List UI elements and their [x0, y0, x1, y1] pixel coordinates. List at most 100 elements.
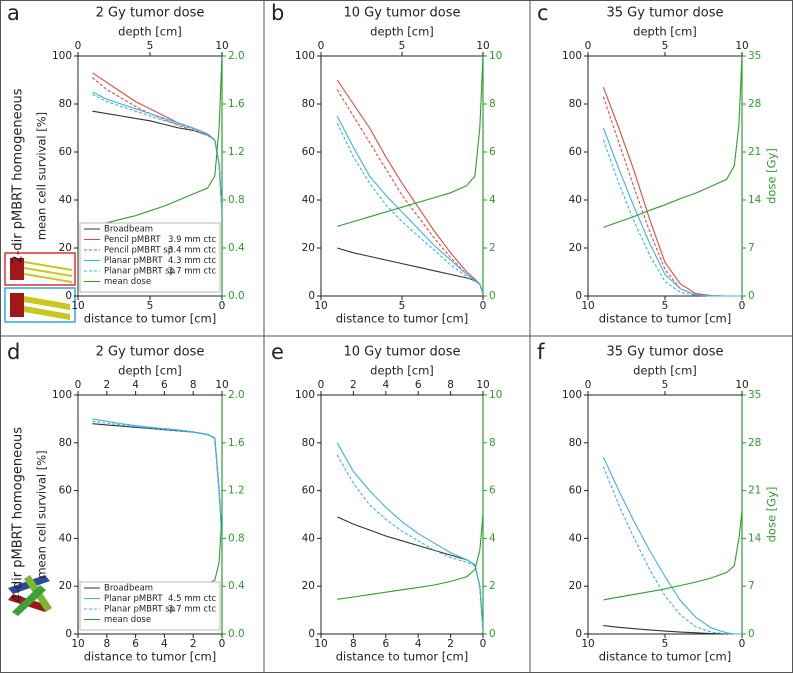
x-tick-label: 6	[132, 638, 139, 650]
y2-tick-label: 0.0	[228, 290, 245, 302]
y2-tick-label: 28	[748, 437, 761, 449]
x-tick-label: 5	[399, 300, 406, 312]
y-tick-label: 100	[295, 50, 315, 62]
x-tick-label: 2	[190, 638, 197, 650]
y-tick-label: 60	[302, 485, 315, 497]
legend-spacing: 3.7 mm ctc	[168, 267, 216, 277]
axes	[587, 55, 742, 297]
series-line	[603, 625, 742, 635]
y-tick-label: 20	[569, 580, 582, 592]
x2-tick-label: 0	[75, 379, 82, 391]
series-line	[603, 55, 743, 228]
y-tick-label: 0	[65, 290, 72, 302]
series-line	[336, 115, 484, 294]
y-tick-label: 40	[59, 532, 72, 544]
y-tick-label: 40	[569, 532, 582, 544]
y-tick-label: 60	[569, 485, 582, 497]
axes	[320, 55, 483, 297]
x-axis-label: distance to tumor [cm]	[599, 650, 732, 664]
legend-label: Planar pMBRT sp	[104, 267, 175, 277]
x2-axis-label: depth [cm]	[370, 364, 434, 378]
y-tick-label: 20	[59, 580, 72, 592]
panel-title: 10 Gy tumor dose	[344, 6, 461, 21]
y2-tick-label: 14	[748, 194, 762, 206]
y2-tick-label: 0.8	[228, 532, 245, 544]
x2-tick-label: 8	[447, 379, 454, 391]
y-tick-label: 100	[562, 389, 582, 401]
y-tick-label: 100	[52, 50, 72, 62]
x2-tick-label: 2	[350, 379, 357, 391]
y2-tick-label: 0.0	[228, 628, 245, 640]
y-tick-label: 100	[52, 389, 72, 401]
y2-tick-label: 0	[489, 290, 496, 302]
axes	[77, 394, 222, 635]
y2-tick-label: 1.6	[228, 437, 245, 449]
x-tick-label: 0	[219, 300, 226, 312]
x2-axis-label: depth [cm]	[118, 25, 182, 39]
x2-tick-label: 6	[161, 379, 168, 391]
y-tick-label: 100	[562, 50, 582, 62]
y2-tick-label: 0	[489, 628, 496, 640]
y2-tick-label: 35	[748, 389, 761, 401]
legend-label: mean dose	[104, 277, 151, 287]
panel-letter: c	[537, 1, 549, 25]
x2-tick-label: 10	[476, 379, 489, 391]
y2-tick-label: 1.2	[228, 485, 245, 497]
x-tick-label: 5	[147, 300, 154, 312]
x-tick-label: 10	[581, 638, 594, 650]
axes	[320, 394, 483, 635]
panel-title: 2 Gy tumor dose	[96, 345, 205, 360]
x-tick-label: 4	[415, 638, 422, 650]
x-tick-label: 0	[739, 300, 746, 312]
x2-tick-label: 10	[215, 40, 228, 52]
x2-tick-label: 8	[190, 379, 197, 391]
x-axis-label: distance to tumor [cm]	[599, 312, 732, 326]
series-line	[336, 89, 484, 294]
y-tick-label: 60	[302, 146, 315, 158]
series-line	[337, 514, 484, 600]
x-axis-label: distance to tumor [cm]	[336, 312, 469, 326]
y2-tick-label: 2.0	[228, 389, 245, 401]
legend-spacing: 3.9 mm ctc	[168, 235, 216, 245]
x-tick-label: 10	[71, 638, 84, 650]
y2-tick-label: 2.0	[228, 50, 245, 62]
legend-spacing: 3.7 mm ctc	[168, 605, 216, 615]
legend-label: Planar pMBRT sp	[104, 605, 175, 615]
y2-axis-label: dose [Gy]	[765, 487, 779, 543]
y2-tick-label: 35	[748, 50, 761, 62]
y2-tick-label: 0.4	[228, 242, 245, 254]
x-tick-label: 10	[71, 300, 84, 312]
y-tick-label: 40	[59, 194, 72, 206]
row-label: 2-dir pMBRT homogeneous	[11, 88, 26, 263]
y-tick-label: 20	[569, 242, 582, 254]
panel-title: 35 Gy tumor dose	[607, 345, 724, 360]
x2-tick-label: 0	[585, 379, 592, 391]
x-tick-label: 0	[480, 300, 487, 312]
y2-tick-label: 2	[489, 580, 496, 592]
legend-label: Broadbeam	[104, 225, 153, 235]
x2-tick-label: 6	[415, 379, 422, 391]
series-line	[336, 122, 484, 294]
x2-tick-label: 4	[382, 379, 389, 391]
y-tick-label: 20	[59, 242, 72, 254]
series-line	[92, 93, 223, 213]
x2-tick-label: 0	[585, 40, 592, 52]
y-tick-label: 80	[59, 437, 72, 449]
series-line	[337, 55, 484, 227]
y-tick-label: 20	[302, 580, 315, 592]
y2-tick-label: 1.2	[228, 146, 245, 158]
y-tick-label: 100	[295, 389, 315, 401]
series-line	[602, 127, 742, 297]
legend-label: Pencil pMBRT	[104, 235, 161, 245]
y2-tick-label: 1.6	[228, 98, 245, 110]
x-tick-label: 0	[739, 638, 746, 650]
y-axis-label: mean cell survival [%]	[35, 450, 49, 578]
axes	[587, 394, 742, 635]
series-line	[336, 454, 484, 630]
x2-tick-label: 5	[399, 40, 406, 52]
y2-tick-label: 8	[489, 437, 496, 449]
legend-box	[79, 581, 221, 631]
axes	[77, 55, 222, 297]
x-tick-label: 10	[314, 638, 327, 650]
